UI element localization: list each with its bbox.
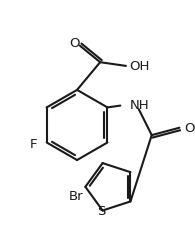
Text: O: O [184, 122, 195, 135]
Text: Br: Br [69, 189, 83, 202]
Text: OH: OH [129, 60, 149, 73]
Text: NH: NH [130, 99, 149, 112]
Text: F: F [30, 138, 37, 151]
Text: O: O [69, 37, 80, 50]
Text: S: S [98, 205, 106, 218]
